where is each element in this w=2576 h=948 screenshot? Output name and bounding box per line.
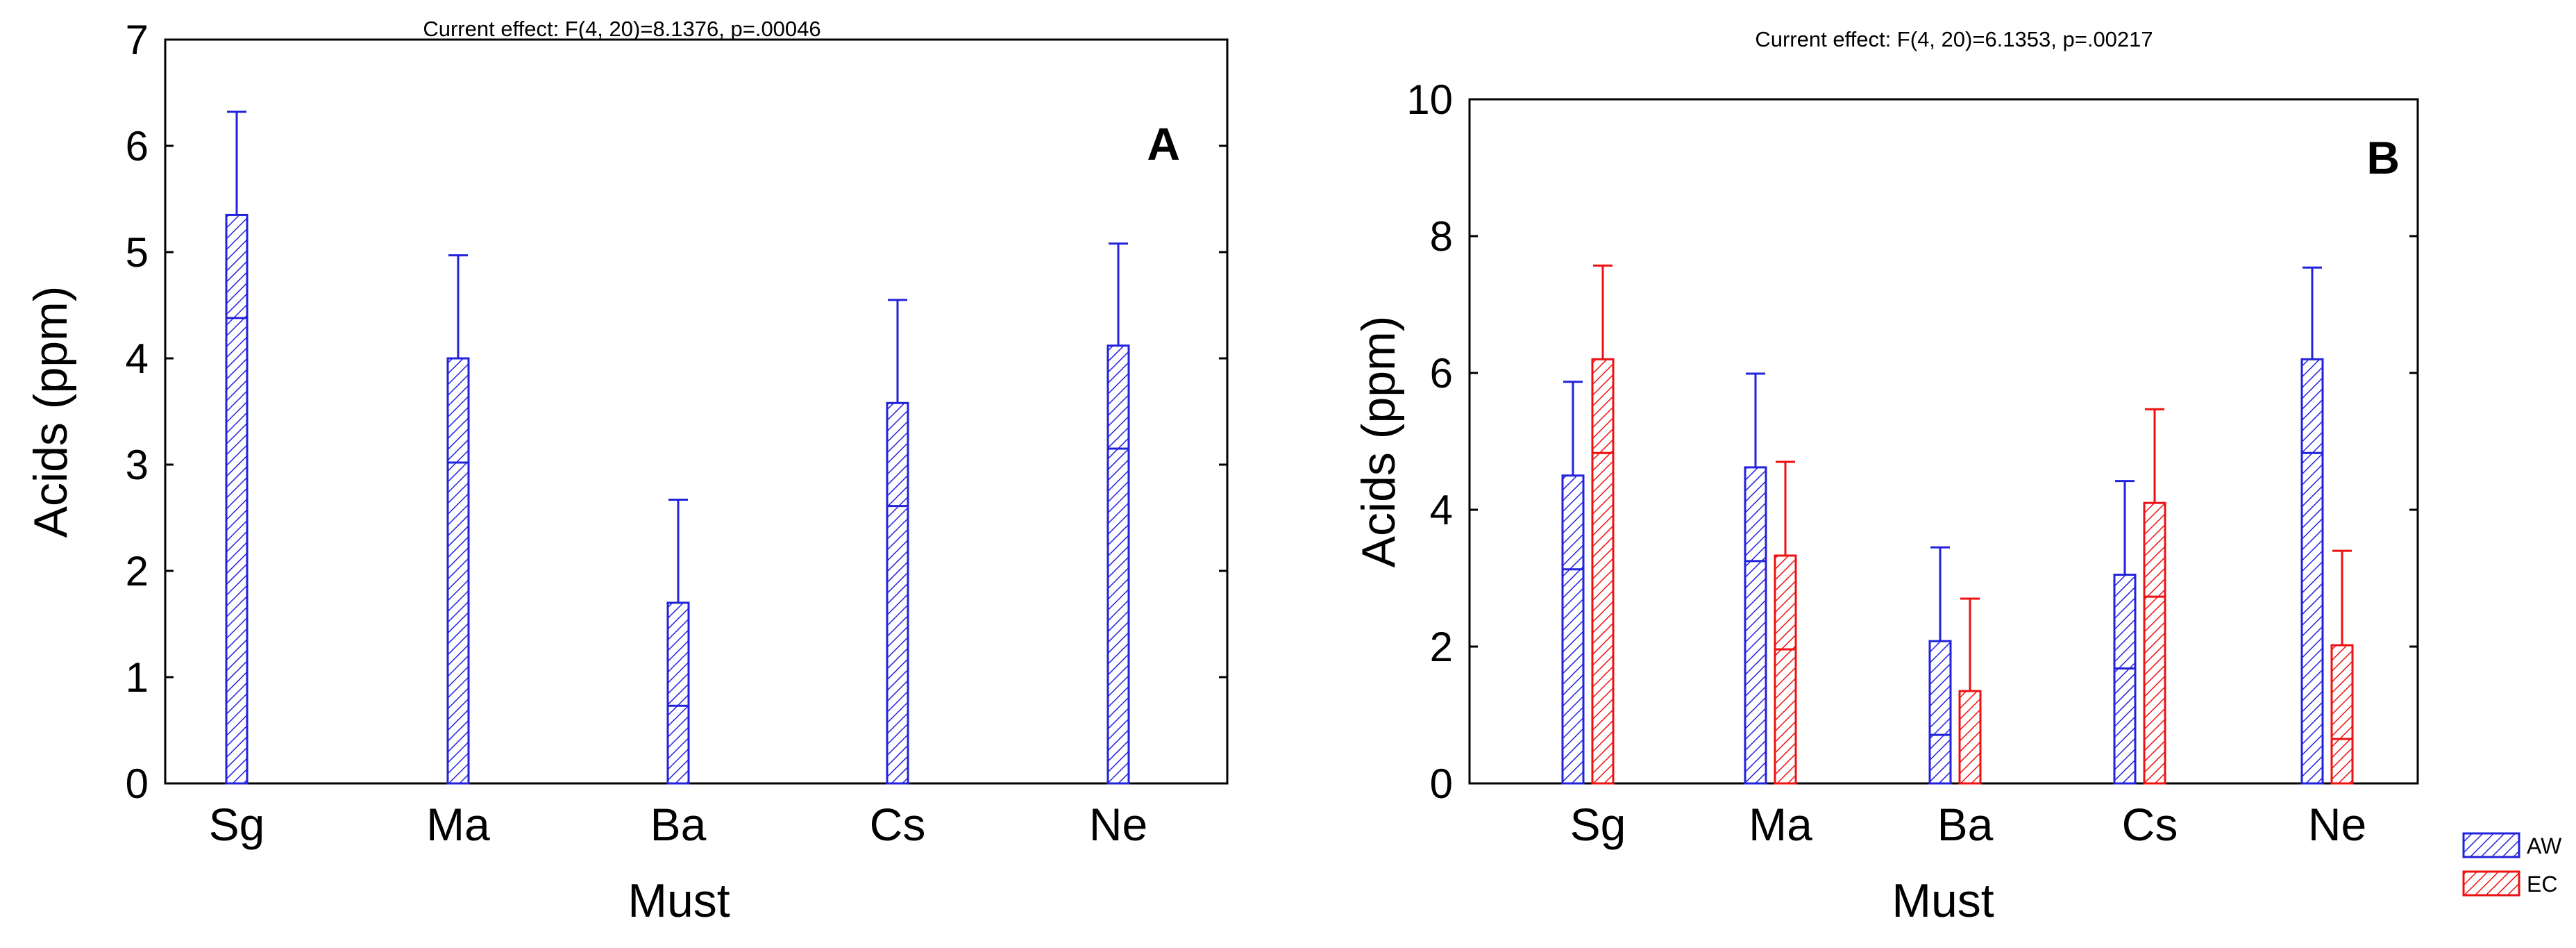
bar [1591, 358, 1615, 785]
y-tick-label: 7 [126, 17, 149, 63]
bar [2300, 358, 2324, 785]
chart-a: Current effect: F(4, 20)=8.1376, p=.0004… [24, 17, 1229, 927]
x-tick-label: Sg [1570, 799, 1626, 850]
bar [1774, 554, 1797, 785]
bar [2143, 501, 2166, 785]
bar [2330, 644, 2354, 785]
bar [2113, 574, 2137, 785]
x-tick-label: Ne [1089, 799, 1147, 850]
panel-label: B [2366, 132, 2400, 183]
y-tick-label: 1 [126, 654, 149, 701]
bar [1106, 344, 1130, 785]
y-tick-label: 8 [1430, 213, 1453, 260]
chart-title: Current effect: F(4, 20)=6.1353, p=.0021… [1755, 27, 2153, 51]
y-tick-label: 10 [1406, 76, 1453, 123]
y-tick-label: 6 [126, 123, 149, 169]
x-tick-label: Ma [426, 799, 490, 850]
x-tick-label: Cs [2122, 799, 2178, 850]
x-axis-label: Must [628, 874, 730, 927]
bar [886, 401, 909, 785]
y-tick-label: 2 [126, 548, 149, 594]
y-tick-label: 5 [126, 229, 149, 276]
legend-swatch [2462, 870, 2520, 897]
y-tick-label: 4 [126, 335, 149, 382]
y-tick-label: 0 [126, 760, 149, 807]
x-tick-label: Ne [2308, 799, 2366, 850]
y-tick-label: 3 [126, 442, 149, 488]
y-tick-label: 4 [1430, 487, 1453, 533]
y-axis-label: Acids (ppm) [1352, 316, 1405, 568]
x-axis-label: Must [1892, 874, 1994, 927]
panel-label: A [1147, 118, 1180, 169]
y-tick-label: 2 [1430, 624, 1453, 670]
bar [1928, 640, 1952, 785]
bar [666, 601, 690, 785]
y-tick-label: 0 [1430, 760, 1453, 807]
chart-b: Current effect: F(4, 20)=6.1353, p=.0021… [1352, 27, 2562, 927]
bar [1958, 690, 1982, 785]
bar [1744, 466, 1767, 785]
bar [225, 213, 249, 785]
x-tick-label: Ba [1937, 799, 1994, 850]
legend-swatch [2462, 832, 2520, 858]
legend: AW EC [2462, 832, 2562, 897]
legend-label: AW [2527, 833, 2562, 858]
bar [1561, 474, 1585, 785]
y-axis-label: Acids (ppm) [24, 286, 77, 538]
x-tick-label: Sg [209, 799, 265, 850]
x-tick-label: Ba [650, 799, 707, 850]
plot-frame [164, 38, 1229, 785]
bar [446, 357, 470, 785]
chart-title: Current effect: F(4, 20)=8.1376, p=.0004… [423, 17, 820, 41]
x-tick-label: Ma [1749, 799, 1812, 850]
legend-label: EC [2527, 872, 2557, 897]
y-tick-label: 6 [1430, 350, 1453, 397]
x-tick-label: Cs [870, 799, 926, 850]
